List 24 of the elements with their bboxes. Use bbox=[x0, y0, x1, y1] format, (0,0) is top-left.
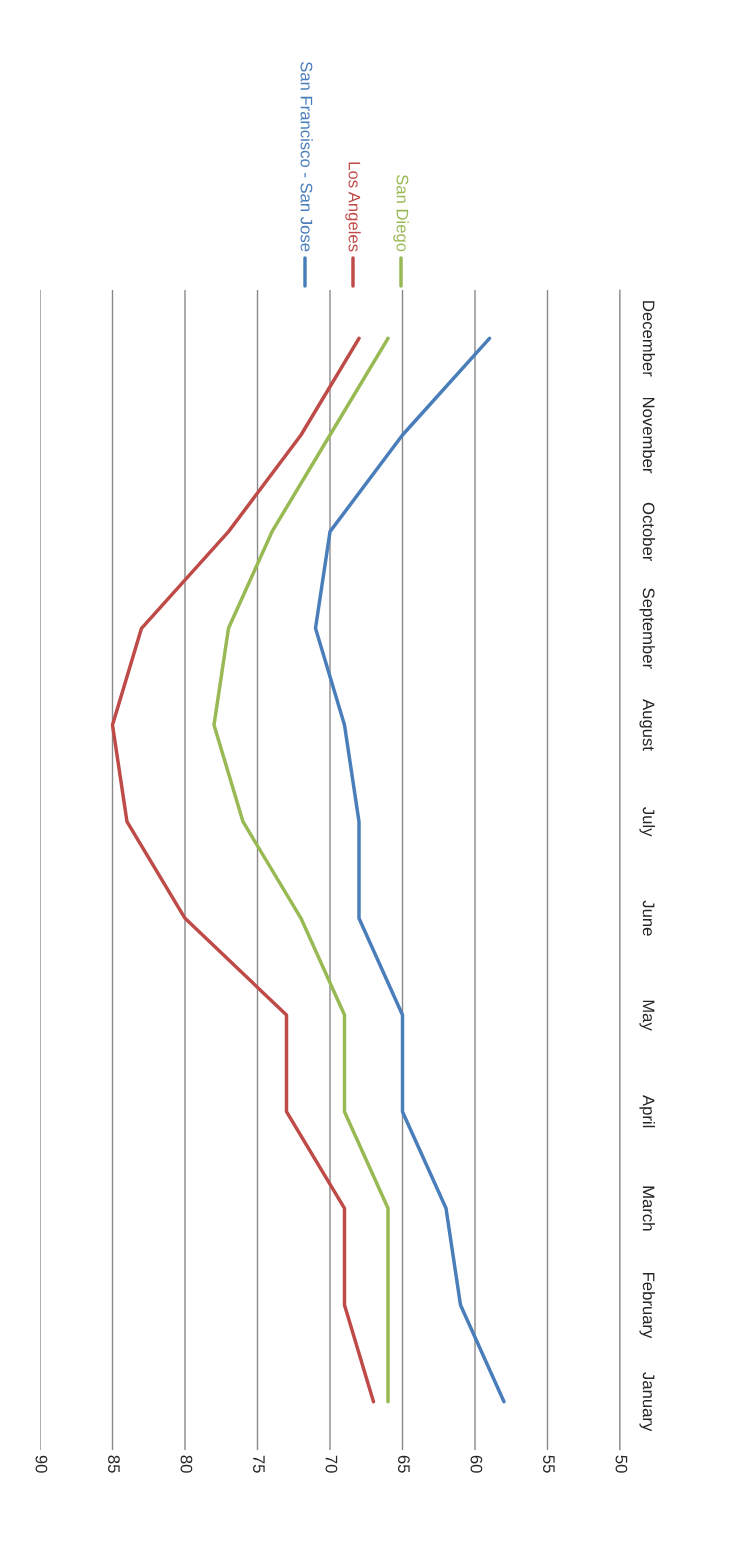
y-tick-label: September bbox=[639, 588, 655, 669]
y-tick-label: April bbox=[639, 1095, 655, 1128]
y-tick-label: February bbox=[639, 1273, 655, 1339]
y-tick-label: May bbox=[639, 1000, 655, 1031]
y-tick-label: June bbox=[642, 900, 655, 936]
y-tick-label: December bbox=[642, 301, 655, 377]
y-tick-label: January bbox=[639, 1372, 655, 1432]
x-tick-label: 80 bbox=[180, 1455, 193, 1473]
y-tick-label: October bbox=[642, 502, 655, 562]
y-tick-label: August bbox=[639, 699, 655, 751]
y-tick-label: November bbox=[642, 397, 655, 474]
x-tick-label: 75 bbox=[253, 1455, 265, 1473]
x-tick-label: 70 bbox=[325, 1455, 338, 1473]
x-tick-label: 60 bbox=[470, 1455, 483, 1473]
x-tick-label: 65 bbox=[398, 1455, 410, 1473]
text: San Diego bbox=[393, 174, 409, 252]
text: San Francisco - San Jose bbox=[300, 61, 313, 252]
text: Los Angeles bbox=[345, 162, 361, 252]
y-tick-label: March bbox=[642, 1186, 655, 1231]
x-tick-label: 85 bbox=[108, 1455, 120, 1473]
x-tick-label: 55 bbox=[543, 1455, 555, 1473]
x-tick-label: 50 bbox=[615, 1455, 628, 1473]
y-tick-label: July bbox=[639, 807, 655, 837]
x-tick-label: 90 bbox=[35, 1455, 48, 1473]
